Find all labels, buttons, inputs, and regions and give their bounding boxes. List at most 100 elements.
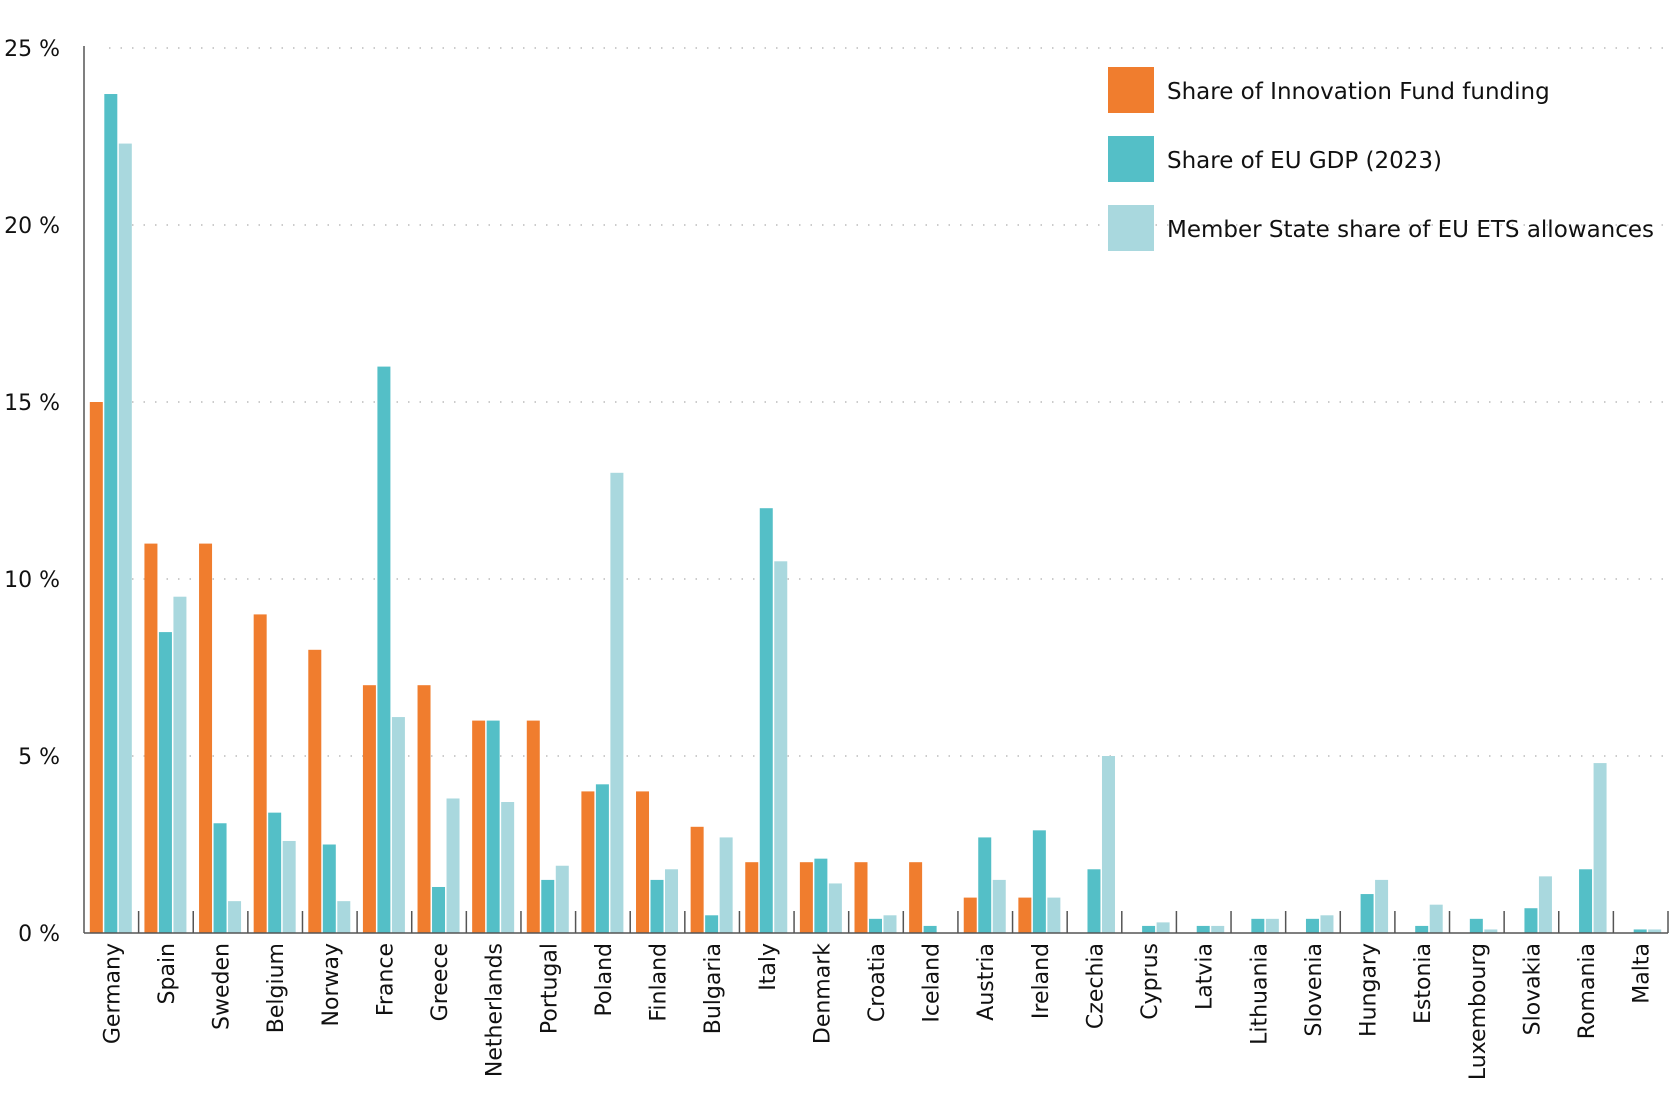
x-tick-label: Italy — [756, 943, 781, 991]
bar-greece-series-1 — [417, 685, 431, 933]
bar-poland-series-1 — [581, 791, 595, 933]
bar-austria-series-2 — [978, 837, 992, 933]
bar-malta-series-2 — [1633, 929, 1647, 933]
bar-denmark-series-3 — [828, 883, 842, 933]
bar-france-series-1 — [362, 685, 376, 933]
x-tick-label: Spain — [155, 943, 180, 1004]
x-tick-label: Netherlands — [483, 943, 508, 1077]
x-tick-label: Ireland — [1029, 943, 1054, 1019]
x-tick-label: France — [373, 943, 398, 1016]
bar-lithuania-series-3 — [1265, 918, 1279, 933]
y-tick-label: 10 % — [4, 568, 60, 593]
bar-germany-series-1 — [89, 402, 103, 933]
bar-austria-series-1 — [963, 897, 977, 933]
y-tick-label: 0 % — [18, 922, 60, 947]
bar-croatia-series-3 — [883, 915, 897, 933]
bar-sweden-series-1 — [199, 543, 213, 933]
x-tick-label: Bulgaria — [701, 943, 726, 1034]
legend-swatch — [1108, 136, 1154, 182]
x-tick-label: Austria — [974, 943, 999, 1021]
bar-denmark-series-1 — [799, 862, 813, 933]
bar-croatia-series-2 — [869, 918, 882, 933]
x-tick-label: Malta — [1630, 943, 1655, 1004]
bar-spain-series-1 — [144, 543, 158, 933]
x-tick-label: Denmark — [810, 943, 835, 1044]
bar-luxembourg-series-3 — [1484, 929, 1498, 933]
bar-greece-series-2 — [432, 886, 446, 933]
bar-france-series-2 — [377, 366, 391, 934]
bar-cyprus-series-3 — [1156, 922, 1170, 933]
legend-label: Share of EU GDP (2023) — [1167, 148, 1442, 174]
bar-denmark-series-2 — [814, 858, 828, 933]
bar-belgium-series-2 — [268, 812, 282, 933]
bar-slovakia-series-3 — [1538, 876, 1552, 933]
bar-poland-series-3 — [610, 472, 624, 933]
bar-hungary-series-2 — [1360, 894, 1374, 933]
bar-france-series-3 — [391, 717, 405, 933]
bar-portugal-series-3 — [555, 865, 569, 933]
y-tick-label: 25 % — [4, 37, 60, 62]
x-tick-label: Poland — [592, 943, 617, 1016]
bar-bulgaria-series-2 — [705, 915, 719, 933]
bar-czechia-series-2 — [1087, 869, 1101, 933]
bar-belgium-series-3 — [282, 840, 296, 933]
legend-swatch — [1108, 67, 1154, 113]
x-tick-label: Lithuania — [1247, 943, 1272, 1045]
bar-netherlands-series-2 — [486, 720, 500, 933]
bar-spain-series-2 — [158, 632, 172, 933]
x-tick-label: Belgium — [264, 943, 289, 1033]
x-tick-label: Portugal — [537, 943, 562, 1034]
x-tick-label: Iceland — [920, 943, 945, 1023]
bar-iceland-series-1 — [909, 862, 923, 933]
y-axis-ticks: 0 % 5 % 10 % 15 % 20 % 25 % — [4, 37, 60, 947]
y-tick-label: 5 % — [18, 745, 60, 770]
bar-latvia-series-2 — [1196, 925, 1210, 933]
bar-germany-series-3 — [118, 143, 132, 933]
bar-portugal-series-2 — [541, 879, 555, 933]
x-tick-label: Greece — [428, 943, 453, 1021]
bar-bulgaria-series-1 — [690, 826, 704, 933]
bar-finland-series-2 — [650, 879, 664, 933]
bar-latvia-series-3 — [1211, 925, 1225, 933]
axes — [83, 46, 1669, 934]
legend-swatch — [1108, 205, 1154, 251]
bar-netherlands-series-3 — [501, 802, 515, 933]
bar-romania-series-3 — [1593, 763, 1607, 933]
bar-sweden-series-2 — [213, 823, 227, 933]
bar-hungary-series-3 — [1375, 879, 1389, 933]
bar-lithuania-series-2 — [1251, 918, 1265, 933]
x-tick-label: Slovenia — [1302, 943, 1327, 1037]
x-tick-label: Czechia — [1083, 943, 1108, 1029]
bar-italy-series-3 — [774, 561, 788, 933]
bar-poland-series-2 — [595, 784, 609, 933]
bar-bulgaria-series-3 — [719, 837, 733, 933]
x-tick-label: Germany — [100, 943, 125, 1044]
x-tick-label: Slovakia — [1520, 943, 1545, 1035]
x-tick-label: Estonia — [1411, 943, 1436, 1024]
bar-ireland-series-3 — [1047, 897, 1061, 933]
bar-slovenia-series-3 — [1320, 915, 1334, 933]
bar-ireland-series-2 — [1032, 830, 1046, 933]
bar-italy-series-2 — [759, 508, 773, 933]
x-tick-label: Finland — [647, 943, 672, 1022]
bar-italy-series-1 — [745, 862, 759, 933]
x-tick-label: Hungary — [1357, 943, 1382, 1037]
bar-belgium-series-1 — [253, 614, 267, 933]
x-tick-label: Croatia — [865, 943, 890, 1022]
x-tick-label: Romania — [1575, 943, 1600, 1039]
x-tick-label: Luxembourg — [1466, 943, 1491, 1080]
bar-norway-series-2 — [322, 844, 336, 933]
bar-norway-series-3 — [337, 901, 351, 933]
bar-ireland-series-1 — [1018, 897, 1032, 933]
bar-germany-series-2 — [104, 94, 118, 933]
x-tick-label: Norway — [319, 943, 344, 1026]
y-tick-label: 20 % — [4, 214, 60, 239]
bar-netherlands-series-1 — [472, 720, 486, 933]
bars — [89, 94, 1662, 934]
bar-cyprus-series-2 — [1142, 925, 1156, 933]
x-axis-labels: Germany Spain Sweden Belgium Norway France Gre… — [100, 943, 1654, 1080]
bar-spain-series-3 — [173, 596, 187, 933]
bar-finland-series-1 — [636, 791, 650, 933]
bar-finland-series-3 — [665, 869, 679, 933]
